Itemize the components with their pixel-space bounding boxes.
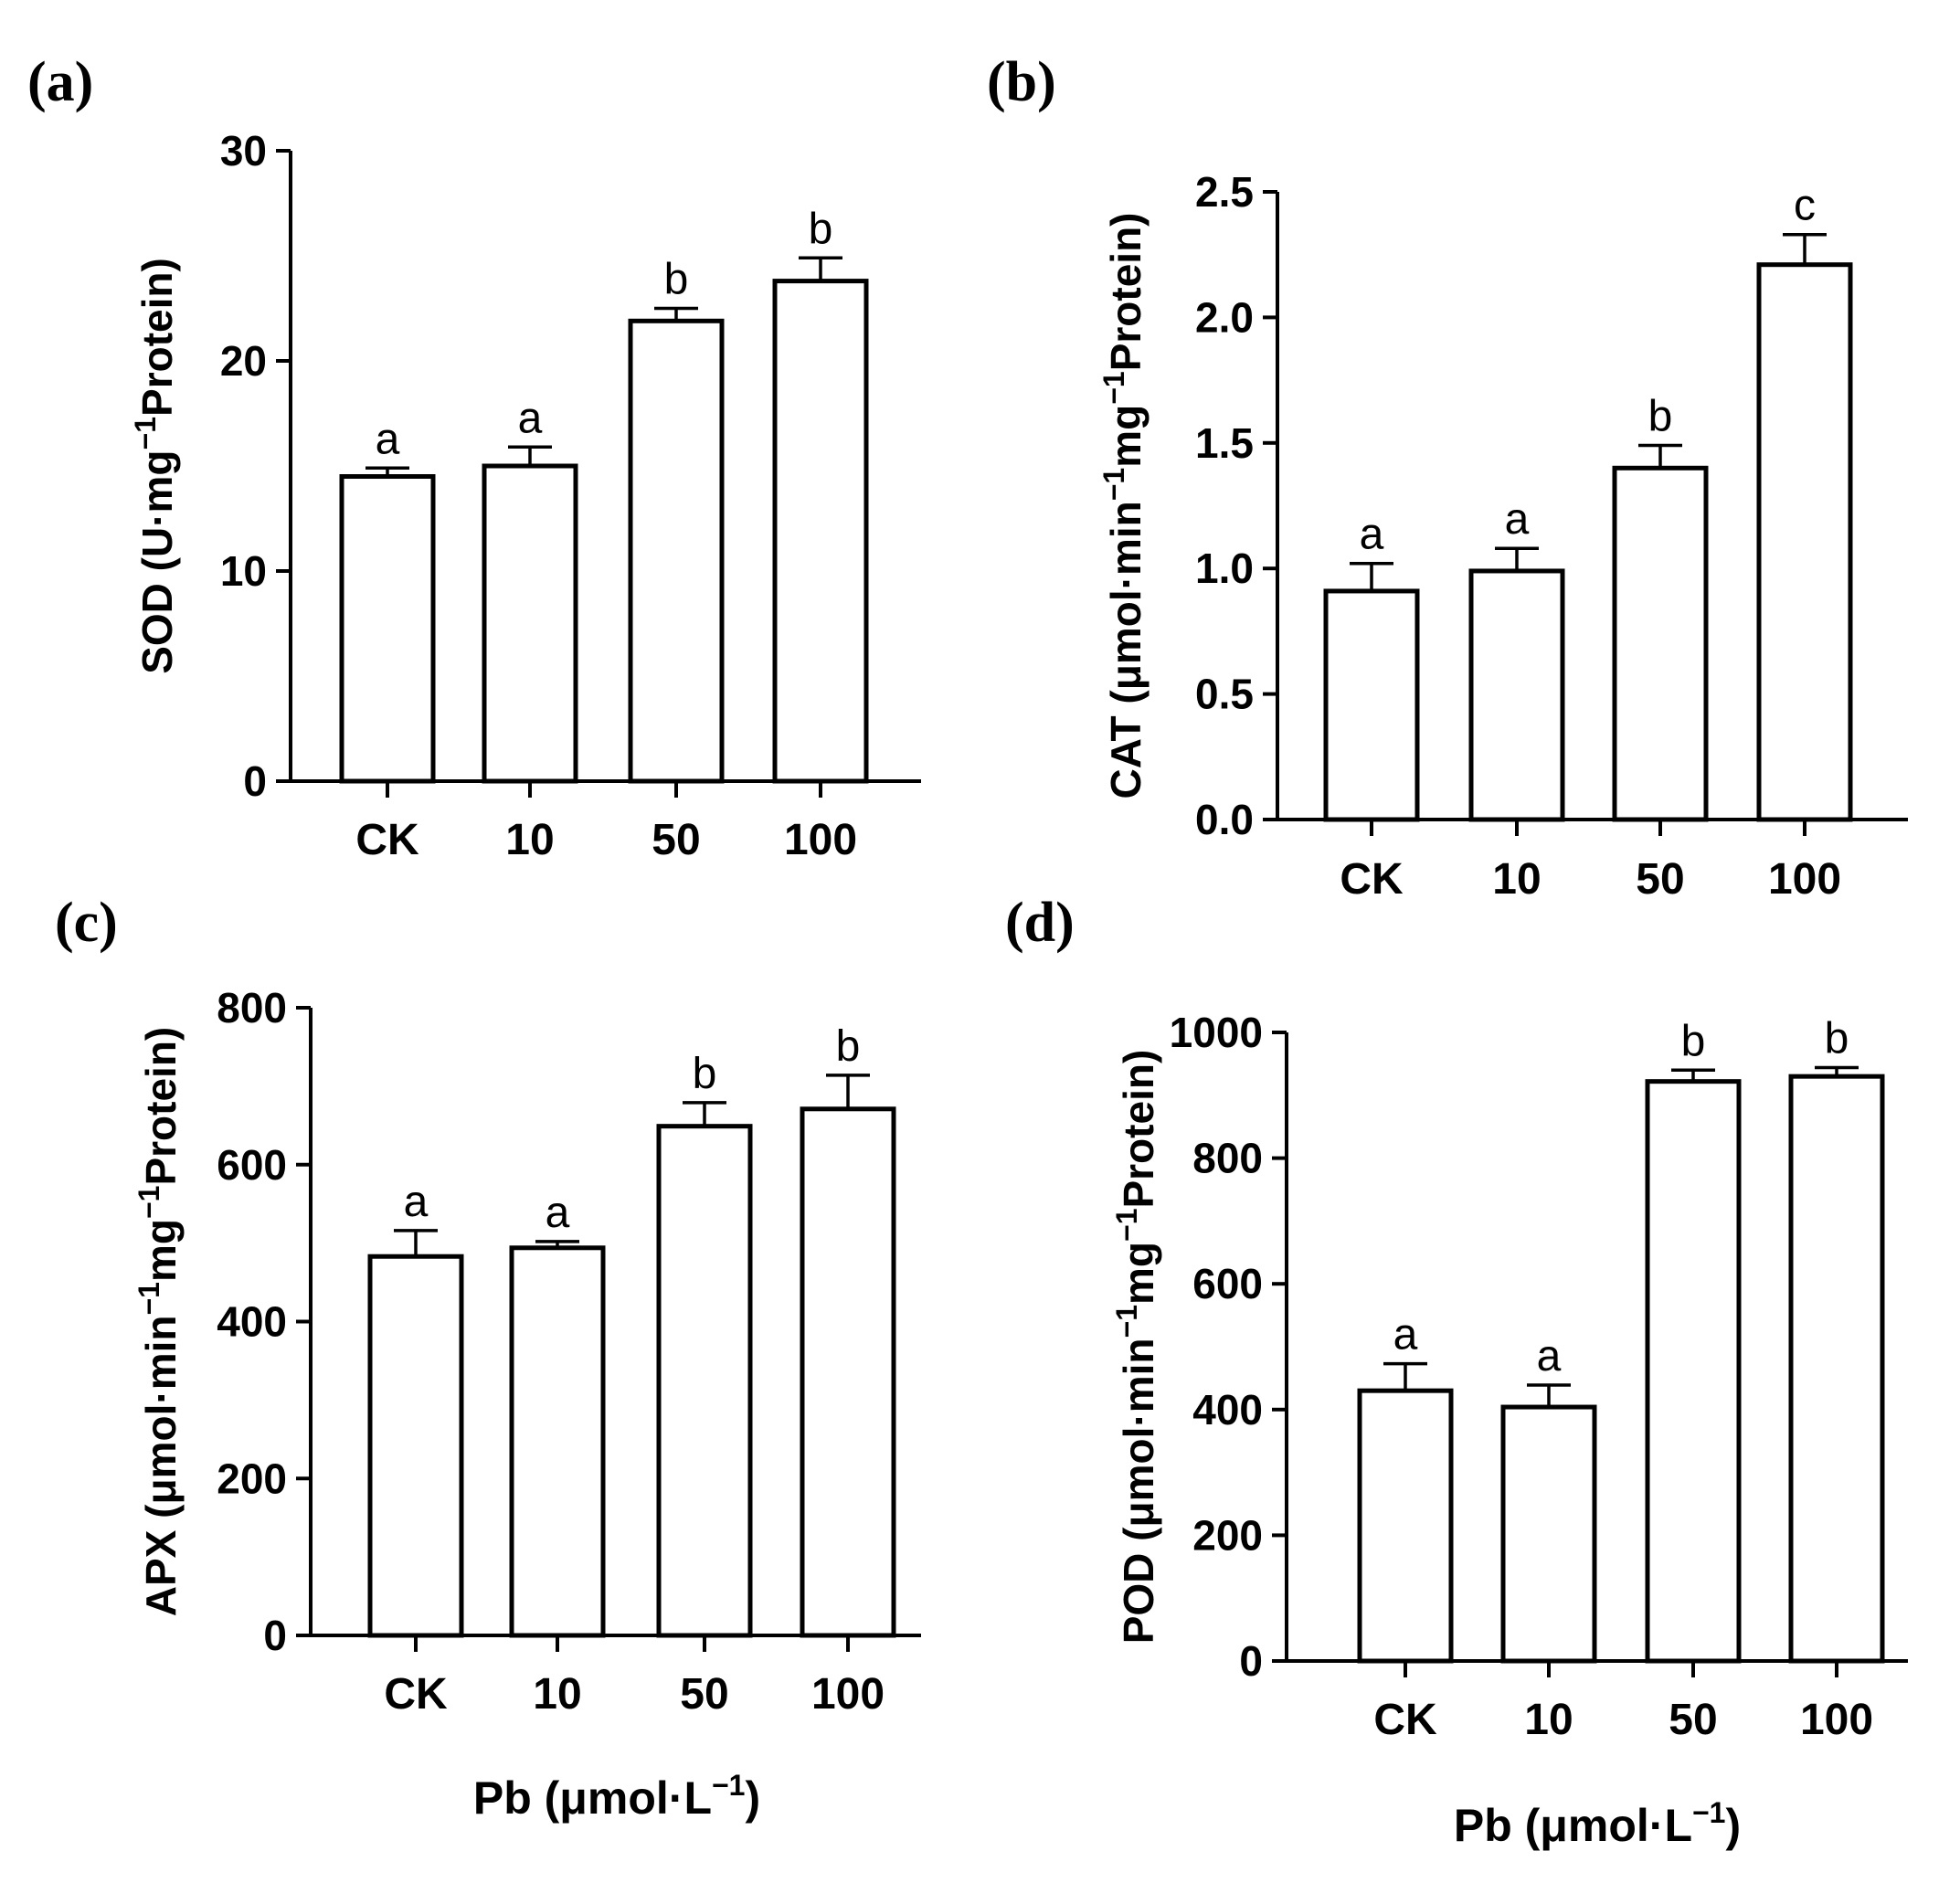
y-tick-label: 20: [220, 337, 267, 385]
significance-label: a: [1537, 1332, 1562, 1381]
x-tick-label: 50: [1636, 855, 1684, 904]
significance-label: a: [376, 415, 400, 463]
y-tick-label: 800: [217, 984, 287, 1031]
y-tick-label: 2.5: [1195, 168, 1254, 216]
x-tick-label: 10: [1524, 1696, 1573, 1744]
x-axis-title: Pb (μmol·L−1): [1454, 1796, 1741, 1851]
significance-label: b: [1681, 1017, 1706, 1065]
significance-label: b: [1825, 1015, 1849, 1063]
x-tick-label: 50: [1669, 1696, 1717, 1744]
significance-label: a: [1393, 1311, 1418, 1359]
y-tick-label: 600: [217, 1141, 287, 1189]
y-axis-title: APX (μmol·min−1mg−1Protein): [132, 1027, 185, 1616]
significance-label: b: [693, 1050, 717, 1098]
bar: [628, 318, 725, 784]
significance-label: b: [809, 205, 833, 253]
bar: [339, 474, 436, 784]
y-tick-label: 0: [1239, 1637, 1263, 1685]
bar: [656, 1124, 753, 1638]
x-tick-label: 10: [1492, 855, 1541, 904]
y-tick-label: 0.5: [1195, 671, 1254, 718]
y-axis-title: CAT (μmol·min−1mg−1Protein): [1097, 213, 1150, 799]
y-tick-label: 600: [1192, 1260, 1263, 1307]
bar: [1323, 588, 1420, 822]
significance-label: b: [664, 256, 689, 304]
bar: [1357, 1388, 1454, 1664]
x-axis-title: Pb (μmol·L−1): [473, 1769, 760, 1824]
significance-label: a: [1360, 511, 1384, 559]
significance-label: a: [404, 1178, 429, 1226]
x-tick-label: 100: [1800, 1696, 1873, 1744]
bar: [1645, 1079, 1742, 1664]
bar: [1788, 1074, 1885, 1664]
bar: [772, 279, 869, 784]
y-tick-label: 800: [1192, 1135, 1263, 1182]
bar: [1612, 465, 1709, 822]
significance-label: a: [1505, 495, 1530, 544]
x-tick-label: CK: [1373, 1696, 1437, 1744]
y-tick-label: 0: [243, 757, 267, 805]
y-tick-label: 30: [220, 127, 267, 175]
x-tick-label: 10: [505, 816, 554, 864]
panel-label: (b): [987, 51, 1056, 113]
x-tick-label: 10: [533, 1670, 581, 1719]
y-tick-label: 0.0: [1195, 796, 1254, 843]
bar: [482, 463, 578, 784]
x-tick-label: 50: [652, 816, 700, 864]
y-tick-label: 400: [217, 1298, 287, 1346]
significance-label: c: [1794, 182, 1816, 230]
significance-label: a: [546, 1189, 570, 1237]
x-tick-label: CK: [1340, 855, 1404, 904]
bar: [800, 1106, 896, 1638]
chart-panel-b: (b) 0.0 0.5 1.0 1.5 2.0 2.5 a CK a 10 b 50 c 100 CAT (μ…: [987, 51, 1908, 904]
x-tick-label: 50: [680, 1670, 728, 1719]
panel-label: (d): [1005, 892, 1075, 954]
y-tick-label: 10: [220, 547, 267, 595]
significance-label: b: [1648, 393, 1673, 441]
significance-label: b: [836, 1022, 861, 1071]
y-tick-label: 200: [1192, 1511, 1263, 1559]
panel-label: (c): [55, 892, 118, 954]
y-axis-title: SOD (U·mg−1Protein): [129, 258, 181, 674]
x-tick-label: 100: [1768, 855, 1841, 904]
y-tick-label: 1.0: [1195, 545, 1254, 592]
y-tick-label: 2.0: [1195, 293, 1254, 341]
bar: [509, 1245, 606, 1638]
y-tick-label: 400: [1192, 1386, 1263, 1433]
x-tick-label: CK: [355, 816, 419, 864]
chart-panel-c: (c) 0 200 400 600 800 a CK a 10 b 50 b 100 APX (μmol·m…: [55, 892, 921, 1824]
x-tick-label: 100: [811, 1670, 885, 1719]
bar: [367, 1254, 464, 1638]
chart-panel-d: (d) 0 200 400 600 800 1000 a CK a 10 b 50 b 100 POD (μm…: [1005, 892, 1908, 1851]
y-tick-label: 200: [217, 1455, 287, 1502]
chart-panel-a: (a) 0 10 20 30 a CK a 10 b 50 b 100 SOD (U·mg−1Protei…: [27, 51, 921, 864]
bar: [1500, 1404, 1597, 1664]
x-tick-label: 100: [784, 816, 857, 864]
significance-label: a: [518, 394, 543, 442]
y-tick-label: 1.5: [1195, 419, 1254, 467]
panel-label: (a): [27, 51, 93, 113]
y-axis-title: POD (μmol·min−1mg−1Protein): [1110, 1050, 1162, 1645]
bar: [1756, 262, 1853, 822]
bar: [1468, 568, 1565, 822]
y-tick-label: 0: [263, 1612, 287, 1659]
x-tick-label: CK: [384, 1670, 448, 1719]
y-tick-label: 1000: [1170, 1009, 1263, 1056]
